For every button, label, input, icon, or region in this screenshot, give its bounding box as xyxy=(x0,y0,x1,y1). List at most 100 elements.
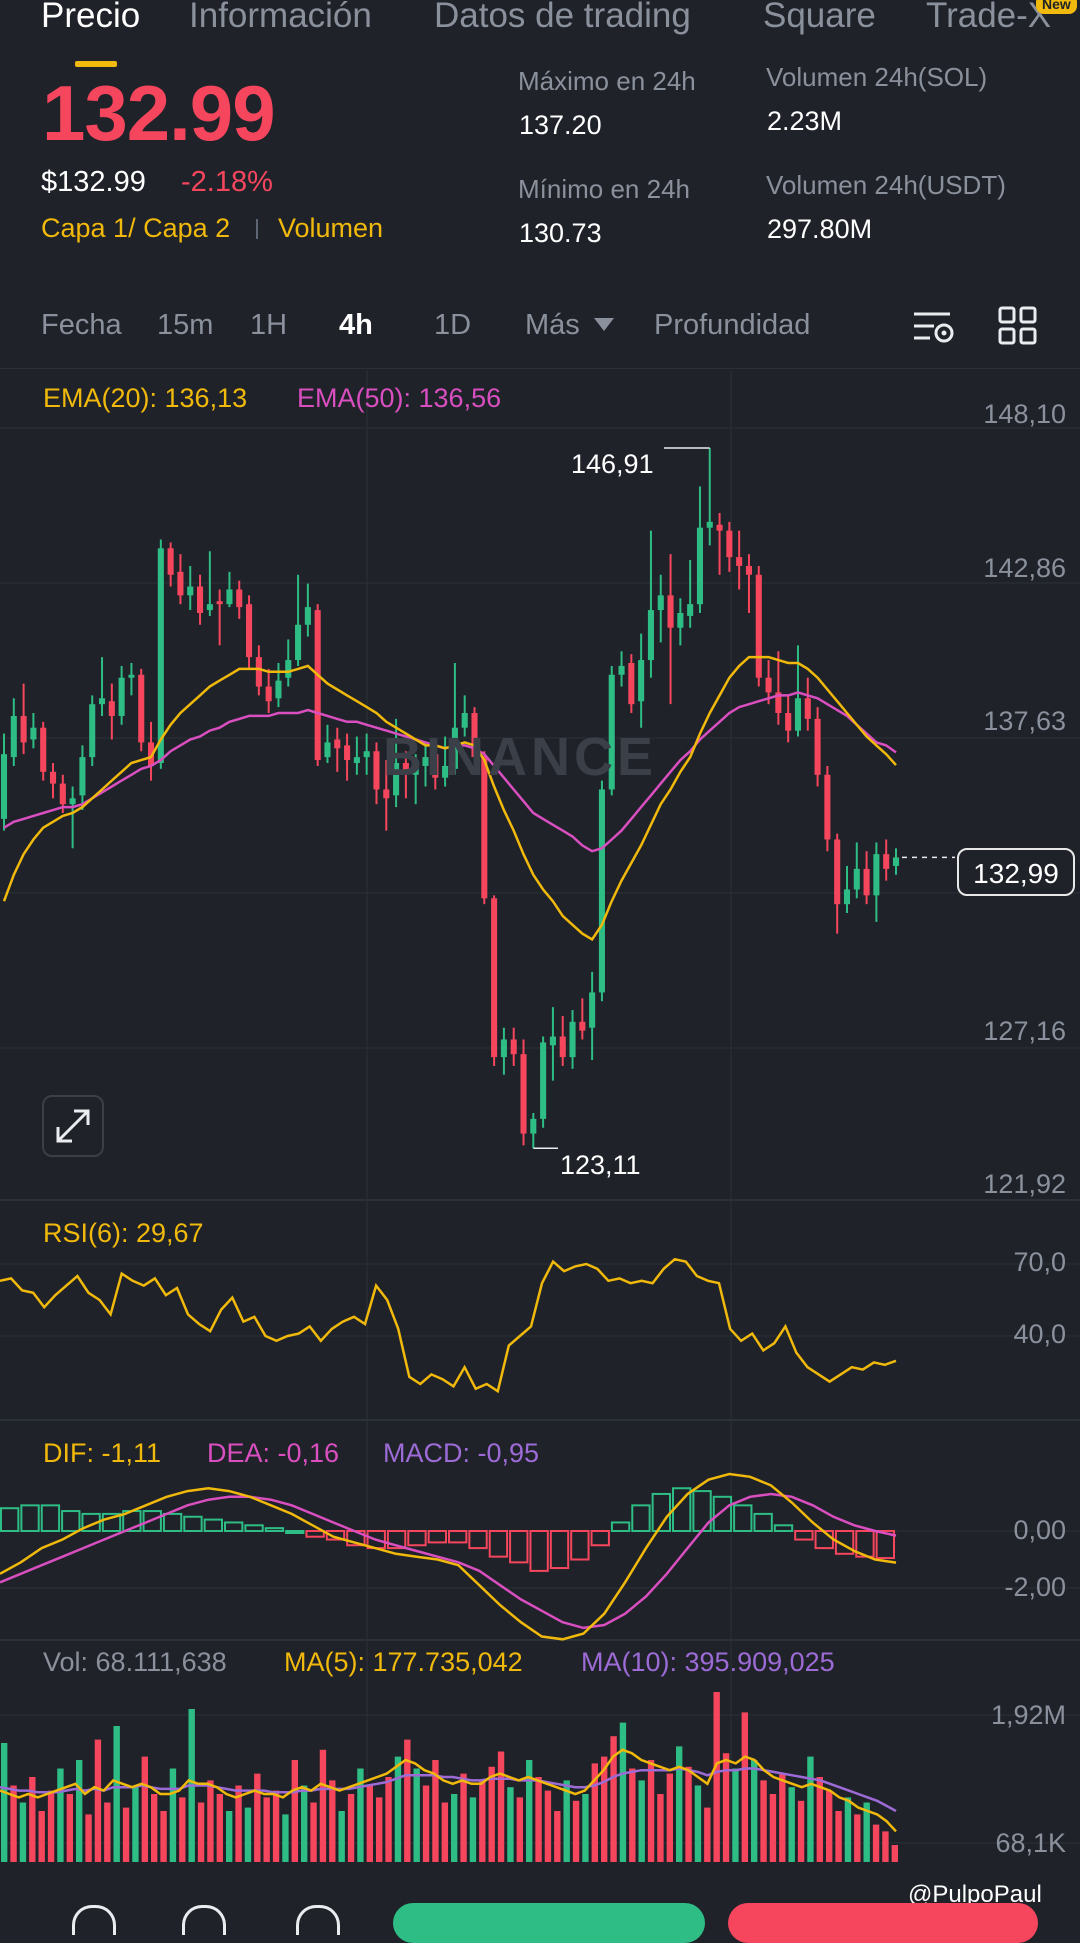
candle xyxy=(843,889,851,905)
macd-histogram-bar xyxy=(264,1527,285,1533)
volume-bar xyxy=(469,1797,477,1862)
volume-bar xyxy=(66,1794,73,1862)
candle xyxy=(59,783,66,805)
candle xyxy=(706,521,713,528)
candle xyxy=(285,660,292,678)
volume-bar xyxy=(10,1785,17,1862)
divider xyxy=(0,368,1080,369)
volume-bar xyxy=(19,1802,27,1862)
new-badge: New xyxy=(1036,0,1077,14)
indicator-settings-icon[interactable] xyxy=(910,306,954,348)
volume-bar xyxy=(797,1800,805,1862)
macd-histogram-bar xyxy=(448,1530,468,1544)
volume-sol-value: 2.23M xyxy=(767,106,843,136)
candle xyxy=(0,754,8,819)
candle xyxy=(49,771,57,784)
ma5-label: MA(5): 177.735,042 xyxy=(284,1647,523,1677)
candle xyxy=(402,763,409,772)
candle xyxy=(255,657,262,687)
timeframe-profundidad[interactable]: Profundidad xyxy=(654,309,811,341)
timeframe-1h[interactable]: 1H xyxy=(250,309,288,341)
candle xyxy=(344,745,351,761)
volume-bar xyxy=(816,1777,823,1862)
volume-bar xyxy=(404,1739,411,1862)
tab-trade-x[interactable]: Trade-X xyxy=(926,0,1052,35)
tag-capa[interactable]: Capa 1/ Capa 2 xyxy=(41,213,231,243)
volume-bar xyxy=(844,1797,852,1862)
sell-button[interactable] xyxy=(728,1903,1038,1943)
tab-precio[interactable]: Precio xyxy=(41,0,141,35)
candle xyxy=(598,789,605,993)
y-tick: 148,10 xyxy=(983,399,1066,429)
layout-grid-icon[interactable] xyxy=(998,306,1038,346)
volume-sol-label: Volumen 24h(SOL) xyxy=(766,62,988,92)
candle xyxy=(873,854,880,896)
candle xyxy=(716,524,723,531)
candle xyxy=(353,757,360,763)
volume-bar xyxy=(751,1760,758,1862)
volume-bar xyxy=(854,1814,861,1862)
candle xyxy=(883,854,890,869)
candle xyxy=(696,527,703,605)
tab-datos-de-trading[interactable]: Datos de trading xyxy=(434,0,691,35)
rsi-line xyxy=(0,1257,897,1394)
volume-bar xyxy=(872,1824,880,1862)
buy-button[interactable] xyxy=(393,1903,705,1943)
candle xyxy=(138,674,145,743)
timeframe-4h[interactable]: 4h xyxy=(339,309,373,341)
ema20-label: EMA(20): 136,13 xyxy=(43,383,248,413)
timeframe-15m[interactable]: 15m xyxy=(157,309,214,341)
candle xyxy=(618,665,625,675)
volume-bar xyxy=(272,1790,280,1862)
candle xyxy=(177,571,184,596)
timeframe-fecha[interactable]: Fecha xyxy=(41,309,122,341)
candle xyxy=(295,624,302,661)
y-tick: 70,0 xyxy=(1013,1247,1066,1277)
tag-volumen[interactable]: Volumen xyxy=(278,213,384,243)
candle xyxy=(559,1036,566,1058)
bottom-icon[interactable] xyxy=(296,1905,340,1935)
macd-label: MACD: -0,95 xyxy=(383,1438,540,1468)
macd-histogram-bar xyxy=(753,1512,773,1533)
candle xyxy=(892,857,900,866)
volume-bar xyxy=(732,1768,739,1862)
candle xyxy=(589,992,596,1028)
timeframe-1d[interactable]: 1D xyxy=(434,309,472,341)
volume-bar xyxy=(647,1760,655,1862)
macd-histogram-bar xyxy=(834,1530,855,1555)
low-24h-value: 130.73 xyxy=(519,218,602,248)
bottom-icon[interactable] xyxy=(72,1905,116,1935)
volume-bar xyxy=(141,1756,148,1862)
candle xyxy=(510,1039,517,1055)
y-tick: 142,86 xyxy=(983,553,1066,583)
macd-histogram-bar xyxy=(0,1507,20,1532)
y-tick: 40,0 xyxy=(1013,1319,1066,1349)
candle xyxy=(393,763,400,796)
volume-bar xyxy=(535,1777,542,1862)
candle xyxy=(775,692,782,713)
volume-bar xyxy=(357,1768,364,1862)
candle xyxy=(549,1036,556,1046)
timeframe-mas[interactable]: Más xyxy=(525,309,580,341)
volume-bar xyxy=(319,1749,327,1862)
volume-bar xyxy=(160,1811,167,1862)
candle xyxy=(108,701,115,716)
macd-histogram-bar xyxy=(305,1530,325,1538)
volume-bar xyxy=(441,1802,448,1862)
candle xyxy=(246,604,253,658)
candle xyxy=(628,663,635,705)
bottom-icon[interactable] xyxy=(182,1905,226,1935)
tab-square[interactable]: Square xyxy=(763,0,876,35)
volume-bar xyxy=(657,1794,664,1862)
volume-bar xyxy=(169,1768,177,1862)
candle xyxy=(216,601,223,605)
expand-icon[interactable] xyxy=(42,1095,104,1157)
volume-bar xyxy=(301,1785,308,1862)
candle xyxy=(128,674,135,678)
tab-informacion[interactable]: Información xyxy=(189,0,372,35)
low-24h-label: Mínimo en 24h xyxy=(518,174,690,204)
volume-bar xyxy=(47,1790,55,1862)
candle xyxy=(834,839,841,905)
candle xyxy=(530,1118,537,1134)
